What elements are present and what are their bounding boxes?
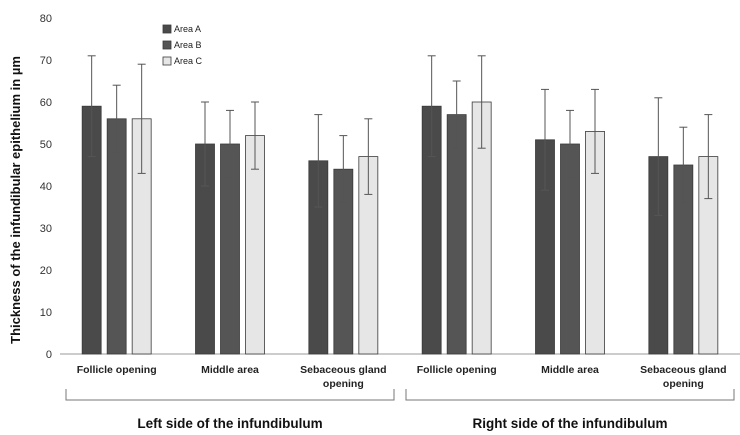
bar [446, 114, 467, 355]
y-tick-label: 0 [46, 349, 52, 361]
error-bars [87, 55, 713, 216]
legend-swatch [162, 40, 172, 50]
category-label: Follicle opening [77, 364, 157, 376]
y-tick-label: 50 [40, 139, 52, 151]
category-label: Middle area [541, 364, 599, 376]
y-tick-label: 10 [40, 307, 52, 319]
legend-swatch [162, 24, 172, 34]
legend-label: Area A [174, 24, 201, 34]
category-label: Sebaceous gland opening [640, 364, 726, 390]
category-label: Sebaceous gland opening [300, 364, 386, 390]
group-brackets: Left side of the infundibulum Right side … [65, 389, 735, 431]
y-tick-label: 40 [40, 181, 52, 193]
category-labels: Follicle opening Middle area Sebaceous gla… [77, 364, 727, 390]
category-label: Follicle opening [417, 364, 497, 376]
group-label: Right side of the infundibulum [473, 416, 668, 431]
category-label-line: opening [663, 378, 704, 390]
y-axis-title: Thickness of the infundibular epithelium… [8, 56, 23, 344]
y-tick-label: 70 [40, 55, 52, 67]
y-ticks: 0 10 20 30 40 50 60 70 80 [40, 13, 52, 361]
legend-label: Area C [174, 56, 203, 66]
y-axis-title-group: Thickness of the infundibular epithelium… [8, 56, 23, 344]
category-label-line: Sebaceous gland [300, 364, 386, 376]
category-label-line: Follicle opening [417, 364, 497, 376]
category-label-line: Follicle opening [77, 364, 157, 376]
category-label-line: Middle area [201, 364, 259, 376]
group-label: Left side of the infundibulum [137, 416, 322, 431]
legend: Area A Area B Area C [162, 24, 203, 66]
category-label-line: opening [323, 378, 364, 390]
category-label-line: Sebaceous gland [640, 364, 726, 376]
category-label: Middle area [201, 364, 259, 376]
y-tick-label: 20 [40, 265, 52, 277]
y-tick-label: 80 [40, 13, 52, 25]
category-label-line: Middle area [541, 364, 599, 376]
bar [106, 118, 127, 355]
bars [81, 101, 719, 355]
group-bracket [65, 389, 395, 401]
legend-label: Area B [174, 40, 202, 50]
group-bracket [405, 389, 735, 401]
y-tick-label: 30 [40, 223, 52, 235]
legend-swatch [162, 56, 172, 66]
y-tick-label: 60 [40, 97, 52, 109]
